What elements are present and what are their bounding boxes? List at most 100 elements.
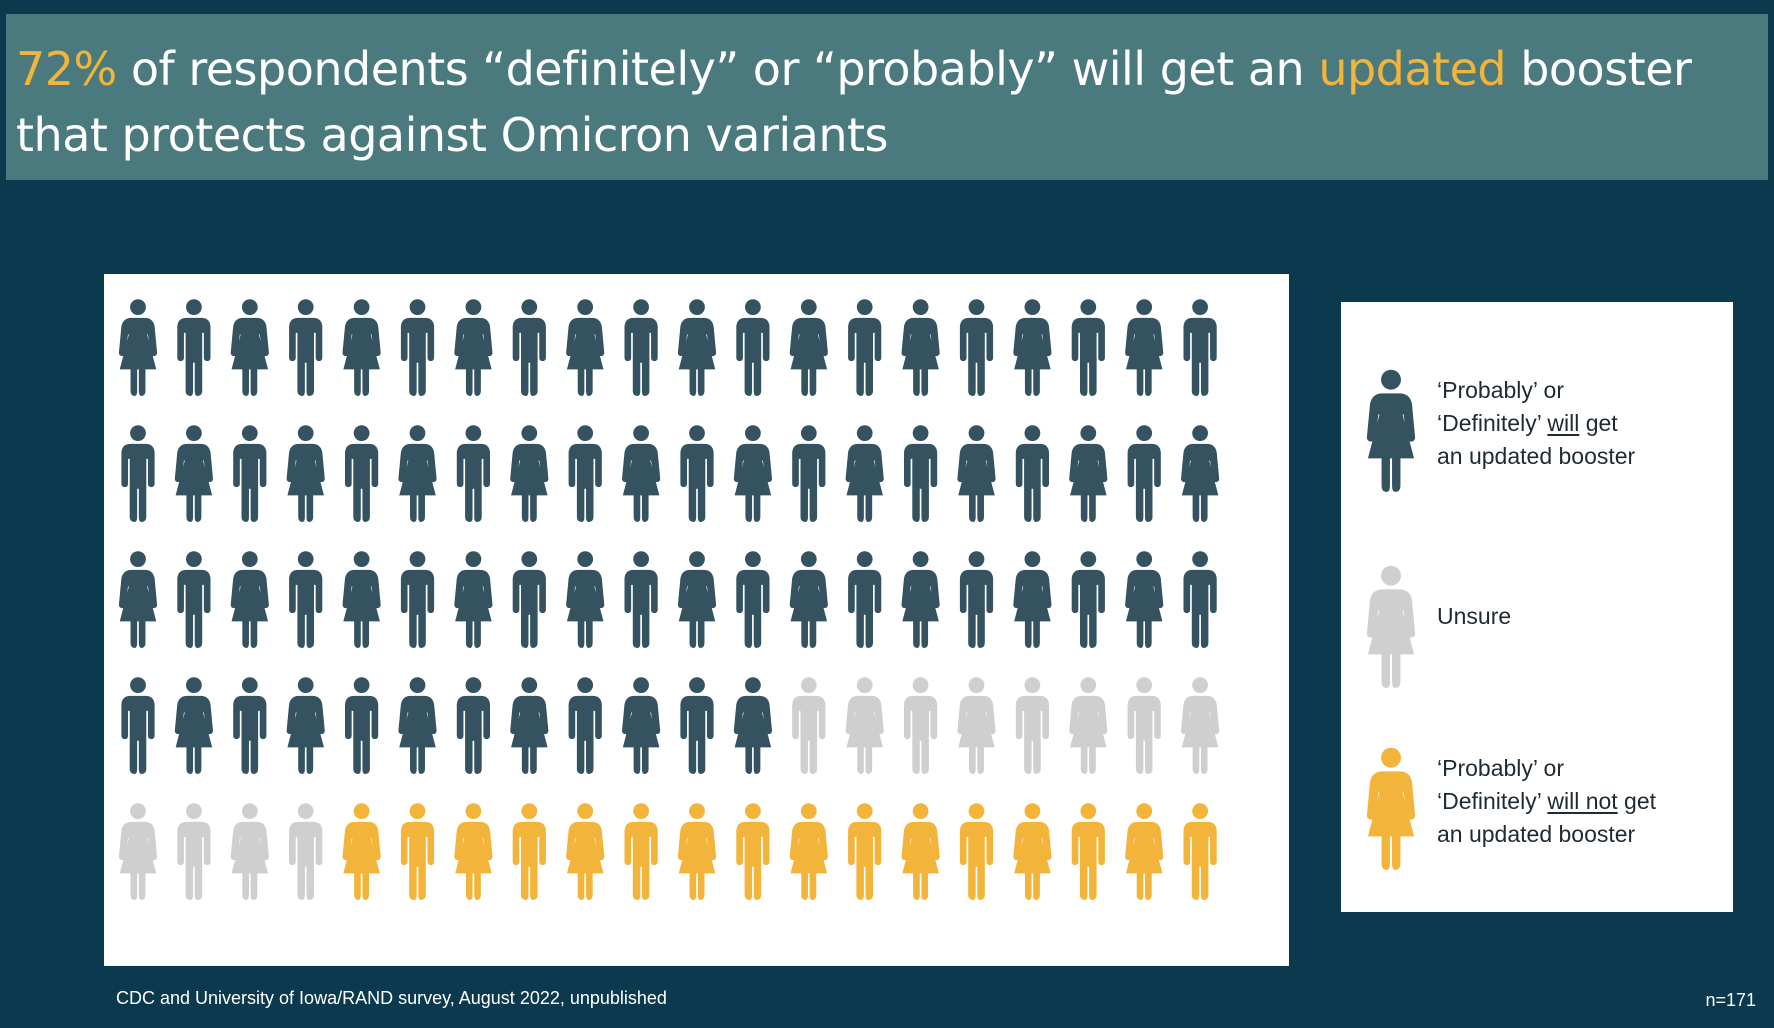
figure-head bbox=[1136, 425, 1153, 442]
figure-head bbox=[968, 677, 985, 694]
figure-head bbox=[1192, 677, 1208, 694]
figure-head bbox=[689, 551, 705, 568]
legend-item-will-not: ‘Probably’ or ‘Definitely’ will not get … bbox=[1341, 742, 1733, 882]
person-dress-icon-will_get bbox=[230, 551, 269, 648]
legend-text: get bbox=[1579, 410, 1618, 436]
figure-body bbox=[848, 569, 882, 648]
title-percent: 72% bbox=[16, 42, 117, 96]
figure-body bbox=[566, 317, 605, 396]
figure-head bbox=[241, 551, 258, 568]
person-dress-icon-will_get bbox=[1069, 425, 1108, 522]
pictogram-chart bbox=[118, 299, 1220, 900]
person-icon-unsure bbox=[1015, 677, 1049, 774]
figure-body bbox=[1181, 695, 1220, 774]
person-icon-will_get bbox=[1183, 551, 1217, 648]
person-dress-icon-will_get bbox=[789, 551, 828, 648]
figure-body bbox=[1183, 821, 1217, 900]
figure-body bbox=[1071, 821, 1105, 900]
figure-body bbox=[1127, 443, 1161, 522]
person-icon-will_get bbox=[848, 551, 882, 648]
figure-head bbox=[577, 425, 594, 442]
figure-head bbox=[521, 803, 538, 820]
figure-head bbox=[1136, 677, 1153, 694]
person-icon-will_get bbox=[959, 551, 994, 648]
figure-head bbox=[241, 803, 258, 820]
figure-head bbox=[130, 551, 146, 568]
person-dress-icon-will_get bbox=[677, 551, 717, 648]
figure-head bbox=[130, 425, 146, 442]
figure-head bbox=[800, 299, 817, 316]
figure-body bbox=[174, 443, 213, 522]
figure-body bbox=[510, 443, 549, 522]
figure-head bbox=[968, 803, 985, 820]
figure-head bbox=[1024, 803, 1041, 820]
figure-head bbox=[465, 425, 482, 442]
figure-body bbox=[512, 569, 546, 648]
figure-head bbox=[968, 551, 985, 568]
person-icon-will_get bbox=[1071, 299, 1105, 396]
figure-head bbox=[1381, 565, 1401, 586]
figure-head bbox=[409, 425, 426, 442]
person-icon-will_get bbox=[233, 677, 267, 774]
figure-head bbox=[1192, 551, 1208, 568]
figure-body bbox=[622, 443, 661, 522]
person-icon-will_get bbox=[121, 425, 155, 522]
person-dress-icon-will_not bbox=[1013, 803, 1052, 900]
figure-body bbox=[789, 317, 828, 396]
figure-head bbox=[465, 299, 482, 316]
figure-head bbox=[1080, 677, 1097, 694]
figure-head bbox=[521, 425, 538, 442]
figure-body bbox=[398, 443, 437, 522]
legend-label-unsure: Unsure bbox=[1437, 600, 1727, 633]
legend-figure bbox=[1366, 565, 1416, 688]
title-bar: 72% of respondents “definitely” or “prob… bbox=[6, 14, 1768, 180]
person-dress-icon-will_get bbox=[1181, 425, 1220, 522]
person-dress-icon-will_get bbox=[286, 677, 325, 774]
figure-body bbox=[566, 821, 605, 900]
legend-text: ‘Definitely’ bbox=[1437, 788, 1548, 814]
figure-body bbox=[456, 695, 490, 774]
figure-body bbox=[736, 317, 770, 396]
figure-head bbox=[241, 299, 258, 316]
figure-body bbox=[845, 443, 884, 522]
figure-body bbox=[177, 569, 211, 648]
figure-head bbox=[521, 677, 538, 694]
legend-text: get bbox=[1617, 788, 1657, 814]
person-icon-will_not bbox=[512, 803, 546, 900]
person-icon-will_get bbox=[177, 551, 211, 648]
figure-body bbox=[736, 821, 770, 900]
person-dress-icon-will_get bbox=[733, 677, 772, 774]
figure-body bbox=[230, 317, 269, 396]
person-dress-icon-will_get bbox=[398, 425, 437, 522]
legend-text: will bbox=[1547, 410, 1580, 436]
figure-body bbox=[1366, 393, 1416, 492]
person-icon-will_get bbox=[848, 299, 882, 396]
figure-body bbox=[1071, 317, 1105, 396]
person-dress-icon-will_get bbox=[901, 551, 940, 648]
figure-body bbox=[454, 317, 493, 396]
figure-body bbox=[118, 569, 158, 648]
title-highlight: updated bbox=[1318, 42, 1507, 96]
figure-body bbox=[1183, 569, 1217, 648]
person-icon-will_get bbox=[345, 425, 379, 522]
figure-body bbox=[342, 569, 381, 648]
legend-text: will not bbox=[1547, 788, 1618, 814]
figure-head bbox=[968, 299, 985, 316]
figure-body bbox=[1013, 821, 1052, 900]
figure-body bbox=[230, 569, 269, 648]
figure-head bbox=[633, 677, 649, 694]
figure-body bbox=[1125, 317, 1164, 396]
figure-head bbox=[521, 551, 538, 568]
figure-head bbox=[297, 551, 314, 568]
figure-body bbox=[901, 821, 940, 900]
figure-head bbox=[577, 677, 594, 694]
person-dress-icon-unsure bbox=[230, 803, 269, 900]
figure-body bbox=[789, 821, 828, 900]
figure-body bbox=[957, 695, 996, 774]
figure-body bbox=[792, 695, 826, 774]
figure-head bbox=[353, 299, 370, 316]
person-dress-icon-will_get bbox=[1013, 299, 1052, 396]
figure-body bbox=[848, 821, 882, 900]
figure-body bbox=[342, 821, 381, 900]
figure-head bbox=[800, 425, 817, 442]
